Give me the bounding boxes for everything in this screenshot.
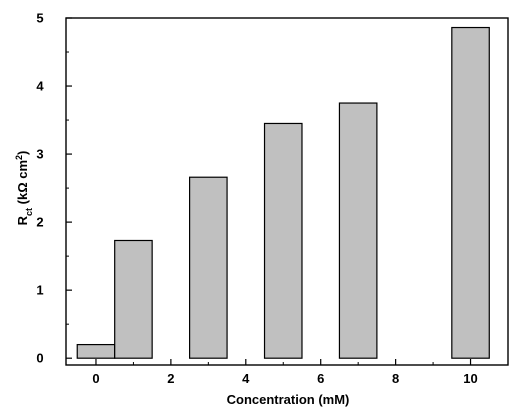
y-tick-label-0: 0 xyxy=(36,351,43,366)
y-tick-label-5: 5 xyxy=(36,11,43,26)
y-tick-label-1: 1 xyxy=(36,283,43,298)
bar-7 xyxy=(338,102,378,359)
y-axis-title-subscript: ct xyxy=(24,208,34,216)
bar-10 xyxy=(451,26,490,359)
y-tick-label-4: 4 xyxy=(36,79,44,94)
x-tick-label-4: 4 xyxy=(242,371,250,386)
y-axis-title: Rct (kΩ cm2) xyxy=(14,151,34,226)
y-tick-label-3: 3 xyxy=(36,147,43,162)
y-tick-label-2: 2 xyxy=(36,215,43,230)
x-tick-label-0: 0 xyxy=(92,371,99,386)
bar-3 xyxy=(189,176,228,359)
x-tick-label-2: 2 xyxy=(167,371,174,386)
bar-0 xyxy=(76,343,116,359)
bar-1 xyxy=(114,239,153,359)
x-tick-label-8: 8 xyxy=(392,371,399,386)
y-axis-title-base: R xyxy=(15,215,30,225)
axes-layer: 0 2 4 6 8 10 0 1 2 3 4 5 xyxy=(36,11,509,386)
plot-frame xyxy=(65,17,509,366)
y-axis-title-close: ) xyxy=(15,151,30,155)
bars-layer xyxy=(76,26,490,359)
y-axis-title-superscript: 2 xyxy=(14,155,24,160)
x-tick-label-6: 6 xyxy=(317,371,324,386)
bar-5 xyxy=(263,122,303,359)
x-tick-label-10: 10 xyxy=(463,371,477,386)
y-axis-title-units: (kΩ cm xyxy=(15,160,30,208)
x-axis-title: Concentration (mM) xyxy=(227,392,350,407)
